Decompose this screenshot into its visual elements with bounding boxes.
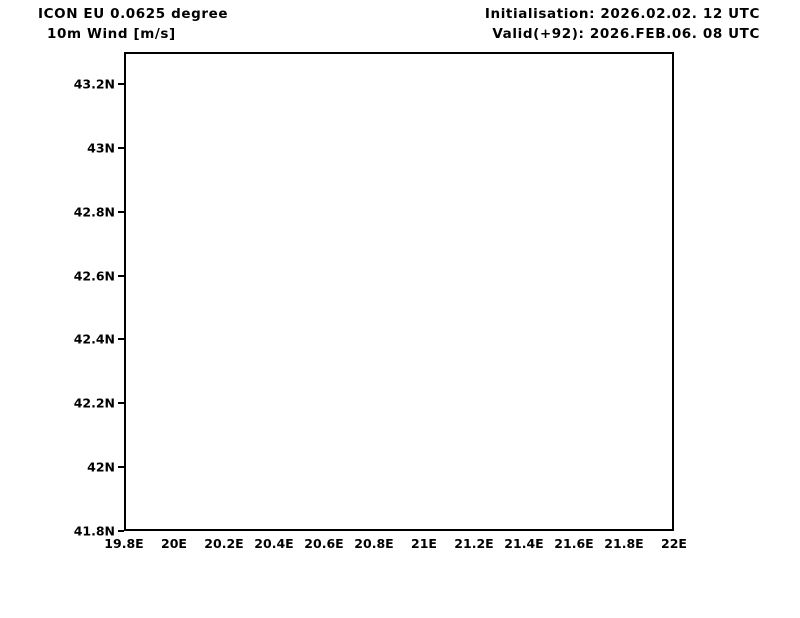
map-plot-area: Entire Grid Undefined bbox=[124, 52, 674, 531]
x-axis-tick-label: 20.2E bbox=[204, 536, 244, 551]
y-axis-tick-mark bbox=[118, 82, 124, 85]
y-axis-tick-mark bbox=[118, 530, 124, 532]
y-axis-tick-label: 43.2N bbox=[73, 76, 115, 92]
y-axis-tick-label: 41.8N bbox=[73, 523, 115, 539]
x-axis-tick-label: 21E bbox=[411, 536, 437, 551]
y-axis-tick-mark bbox=[118, 338, 124, 341]
valid-time: Valid(+92): 2026.FEB.06. 08 UTC bbox=[492, 26, 760, 42]
y-axis-tick-label: 42.6N bbox=[73, 268, 115, 284]
x-axis-tick-label: 20E bbox=[161, 536, 187, 551]
y-axis-tick-label: 43N bbox=[87, 140, 115, 156]
y-axis-tick-label: 42.2N bbox=[73, 395, 115, 411]
model-title: ICON EU 0.0625 degree bbox=[38, 6, 229, 22]
x-axis-tick-label: 19.8E bbox=[104, 536, 144, 551]
x-axis-tick-label: 20.6E bbox=[304, 536, 344, 551]
x-axis-tick-label: 21.8E bbox=[604, 536, 644, 551]
x-axis-tick-label: 21.6E bbox=[554, 536, 594, 551]
x-axis-tick-label: 22E bbox=[661, 536, 687, 551]
y-axis-tick-label: 42.8N bbox=[73, 204, 115, 220]
x-axis-tick-label: 20.8E bbox=[354, 536, 394, 551]
plot-frame-border bbox=[124, 52, 674, 531]
x-axis-tick-label: 20.4E bbox=[254, 536, 294, 551]
y-axis-tick-label: 42.4N bbox=[73, 331, 115, 347]
initialisation-time: Initialisation: 2026.02.02. 12 UTC bbox=[484, 6, 760, 22]
y-axis-tick-mark bbox=[118, 146, 124, 149]
y-axis-tick-mark bbox=[118, 466, 124, 469]
x-axis-tick-label: 21.2E bbox=[454, 536, 494, 551]
parameter-title: 10m Wind [m/s] bbox=[47, 26, 176, 42]
y-axis-tick-mark bbox=[118, 210, 124, 213]
y-axis-tick-mark bbox=[118, 402, 124, 405]
x-axis-tick-label: 21.4E bbox=[504, 536, 544, 551]
y-axis-tick-label: 42N bbox=[87, 459, 115, 475]
y-axis-tick-mark bbox=[118, 274, 124, 277]
